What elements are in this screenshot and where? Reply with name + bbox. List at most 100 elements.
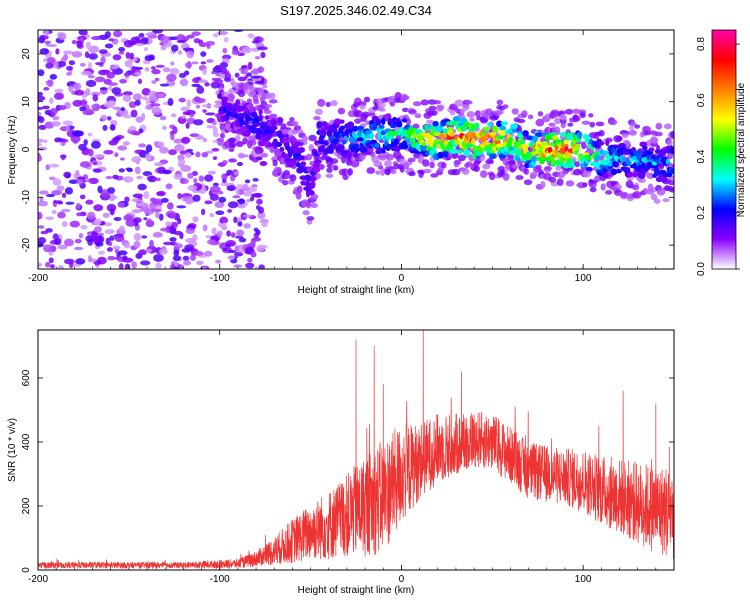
spectrogram-ridge-cell <box>448 132 455 137</box>
spectrogram-ridge-cell <box>470 137 476 145</box>
spectrogram-noise-cell <box>147 175 157 183</box>
spectrogram-ridge-cell <box>401 118 408 123</box>
spectrogram-halo-cell <box>527 114 534 120</box>
spectrogram-noise-cell <box>122 91 133 96</box>
spectrogram-noise-cell <box>91 140 101 149</box>
spectrogram-noise-cell <box>144 67 150 72</box>
spectrogram-ridge-cell <box>279 146 285 152</box>
spectrogram-noise-cell <box>87 132 93 137</box>
spectrogram-noise-cell <box>233 252 244 257</box>
spectrogram-noise-cell <box>78 143 87 151</box>
spectrogram-noise-cell <box>55 48 60 55</box>
spectrogram-noise-cell <box>61 139 69 143</box>
spectrogram-noise-cell <box>146 248 152 253</box>
spectrogram-ridge-cell <box>510 123 519 130</box>
spectrogram-ridge-cell <box>244 129 251 137</box>
spectrogram-halo-cell <box>540 180 546 189</box>
spectrogram-ridge-cell <box>482 126 490 131</box>
spectrogram-noise-cell <box>186 34 195 39</box>
spectrogram-noise-cell <box>169 81 176 86</box>
snr-series <box>38 330 674 570</box>
spectrogram-noise-cell <box>38 142 42 147</box>
spectrogram-noise-cell <box>169 237 177 242</box>
spectrogram-noise-cell <box>41 105 50 110</box>
spectrogram-noise-cell <box>215 259 222 264</box>
spectrogram-noise-cell <box>193 119 204 126</box>
spectrogram-halo-cell <box>347 168 353 176</box>
spectrogram-noise-cell <box>46 44 57 48</box>
spectrogram-halo-cell <box>544 166 553 171</box>
spectrogram-noise-cell <box>39 48 50 55</box>
spectrogram-noise-cell <box>92 161 98 165</box>
spectrogram-ridge-cell <box>310 181 316 187</box>
spectrogram-halo-cell <box>508 159 516 164</box>
spectrogram-noise-cell <box>88 45 100 54</box>
spectrogram-noise-cell <box>102 212 110 218</box>
spectrogram-noise-cell <box>172 255 181 262</box>
colorbar-ticks: 0.0 0.2 0.4 0.6 0.8 <box>696 37 740 276</box>
spectrogram-noise-cell <box>238 154 249 158</box>
spectrogram-halo-cell <box>337 107 346 115</box>
spectrogram-noise-cell <box>46 79 54 87</box>
spectrogram-noise-cell <box>106 247 113 252</box>
spectrogram-noise-cell <box>75 169 80 176</box>
x-tick-label: 100 <box>575 273 592 284</box>
spectrogram-halo-cell <box>564 108 574 115</box>
spectrogram-halo-cell <box>385 153 394 161</box>
spectrogram-ridge-cell <box>245 116 254 122</box>
spectrogram-ridge-cell <box>434 125 443 133</box>
spectrogram-noise-cell <box>152 30 163 34</box>
spectrogram-ridge-cell <box>563 139 570 145</box>
spectrogram-ridge-cell <box>495 143 503 149</box>
spectrogram-noise-cell <box>71 39 77 45</box>
spectrogram-halo-cell <box>507 156 515 161</box>
spectrogram-noise-cell <box>232 195 241 199</box>
spectrogram-halo-cell <box>326 167 333 173</box>
spectrogram-ridge-cell <box>582 133 590 140</box>
spectrogram-noise-cell <box>141 96 148 101</box>
spectrogram-ridge-cell <box>577 138 582 143</box>
spectrogram-ridge-cell <box>359 146 368 153</box>
spectrogram-ridge-cell <box>369 132 375 140</box>
spectrogram-ridge-cell <box>615 168 622 174</box>
spectrogram-noise-cell <box>79 161 91 168</box>
spectrogram-noise-cell <box>54 88 64 93</box>
spectrogram-noise-cell <box>250 196 255 202</box>
spectrogram-noise-cell <box>192 194 201 202</box>
spectrogram-noise-cell <box>222 160 228 165</box>
spectrogram-noise-cell <box>234 245 240 252</box>
spectrogram-noise-cell <box>112 174 119 180</box>
spectrogram-ridge-cell <box>635 150 641 155</box>
spectrogram-noise-cell <box>108 241 113 247</box>
spectrogram-noise-cell <box>214 79 224 83</box>
spectrogram-halo-cell <box>553 117 562 125</box>
spectrogram-halo-cell <box>642 126 651 133</box>
spectrogram-noise-cell <box>253 192 263 198</box>
spectrogram-noise-cell <box>90 91 101 97</box>
spectrogram-noise-cell <box>131 261 137 269</box>
spectrogram-halo-cell <box>548 122 556 127</box>
spectrogram-noise-cell <box>104 222 112 227</box>
spectrogram-noise-cell <box>233 216 238 224</box>
spectrogram-ridge-cell <box>354 143 360 150</box>
spectrogram-noise-cell <box>87 61 93 70</box>
spectrogram-halo-cell <box>377 102 386 108</box>
snr-line <box>38 330 674 570</box>
spectrogram-noise-cell <box>170 132 175 141</box>
spectrogram-noise-cell <box>182 260 192 266</box>
spectrogram-noise-cell <box>187 223 197 229</box>
spectrogram-noise-cell <box>152 232 163 238</box>
spectrogram-noise-cell <box>227 208 233 213</box>
spectrogram-ridge-cell <box>255 128 263 135</box>
spectrogram-ridge-cell <box>253 121 261 127</box>
spectrogram-noise-cell <box>76 40 83 48</box>
spectrogram-noise-cell <box>205 150 214 154</box>
spectrogram-noise-cell <box>250 75 261 79</box>
spectrogram-halo-cell <box>502 172 510 181</box>
spectrogram-halo-cell <box>341 155 347 164</box>
spectrogram-ridge-cell <box>547 146 553 154</box>
spectrogram-noise-cell <box>233 30 244 33</box>
spectrogram-noise-cell <box>52 178 62 186</box>
spectrogram-noise-cell <box>184 244 195 251</box>
spectrogram-halo-cell <box>454 160 462 165</box>
